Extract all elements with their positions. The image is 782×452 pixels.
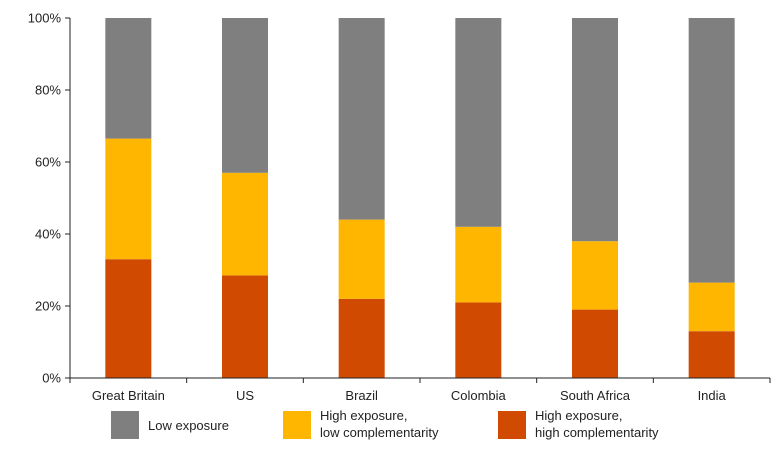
- bar-us-high-exposure-low-complementarity: [222, 172, 268, 276]
- y-tick-label: 80%: [35, 83, 61, 98]
- x-tick-label-great-britain: Great Britain: [92, 388, 165, 403]
- bar-south-africa-high-exposure-high-complementarity: [572, 309, 618, 378]
- y-tick-label: 20%: [35, 299, 61, 314]
- bars-group: [105, 18, 735, 378]
- bar-brazil-low-exposure: [338, 18, 385, 220]
- bar-brazil-high-exposure-low-complementarity: [338, 219, 385, 299]
- bar-us-low-exposure: [222, 18, 268, 173]
- bar-south-africa-low-exposure: [572, 18, 618, 242]
- x-tick-label-india: India: [698, 388, 727, 403]
- x-axis: Great Britain US Brazil Colombia South Afric…: [69, 377, 771, 403]
- x-tick-label-colombia: Colombia: [451, 388, 507, 403]
- bar-colombia-high-exposure-high-complementarity: [455, 302, 502, 378]
- bar-india-high-exposure-low-complementarity: [688, 282, 735, 332]
- bar-great-britain-low-exposure: [105, 18, 152, 139]
- bar-great-britain-high-exposure-low-complementarity: [105, 138, 152, 260]
- bar-great-britain-high-exposure-high-complementarity: [105, 259, 152, 378]
- x-tick-label-south-africa: South Africa: [560, 388, 631, 403]
- x-tick-label-us: US: [236, 388, 254, 403]
- bar-brazil-high-exposure-high-complementarity: [338, 298, 385, 378]
- y-tick-label: 40%: [35, 227, 61, 242]
- bar-us-high-exposure-high-complementarity: [222, 275, 268, 378]
- y-tick-label: 100%: [28, 11, 62, 26]
- bar-south-africa-high-exposure-low-complementarity: [572, 241, 618, 310]
- bar-colombia-high-exposure-low-complementarity: [455, 226, 502, 303]
- y-axis: 0% 20% 40% 60% 80% 100%: [28, 11, 71, 386]
- bar-india-high-exposure-high-complementarity: [688, 331, 735, 378]
- y-tick-label: 0%: [42, 371, 61, 386]
- x-tick-label-brazil: Brazil: [345, 388, 378, 403]
- bar-colombia-low-exposure: [455, 18, 502, 227]
- y-tick-label: 60%: [35, 155, 61, 170]
- bar-india-low-exposure: [688, 18, 735, 283]
